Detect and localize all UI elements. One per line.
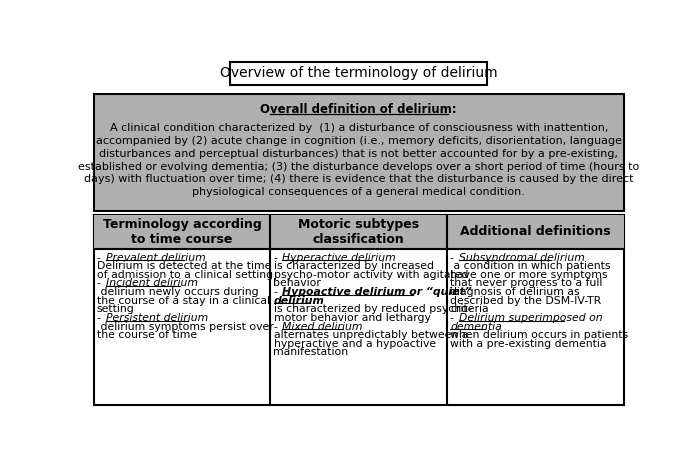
Text: manifestation: manifestation xyxy=(274,347,349,358)
Bar xyxy=(230,61,487,85)
Text: -: - xyxy=(97,313,104,323)
Text: motor behavior and lethargy: motor behavior and lethargy xyxy=(274,313,430,323)
Text: -: - xyxy=(274,322,281,332)
Text: -: - xyxy=(97,279,104,288)
Text: delirium newly occurs during: delirium newly occurs during xyxy=(97,287,258,297)
Bar xyxy=(94,215,270,249)
Text: is characterized by increased: is characterized by increased xyxy=(274,261,433,271)
Text: -: - xyxy=(450,253,458,262)
Text: diagnosis of delirium as: diagnosis of delirium as xyxy=(450,287,580,297)
Bar xyxy=(94,94,624,211)
Text: psycho-motor activity with agitated: psycho-motor activity with agitated xyxy=(274,270,468,280)
Text: of admission to a clinical setting: of admission to a clinical setting xyxy=(97,270,273,280)
Text: -: - xyxy=(97,253,104,262)
Text: when delirium occurs in patients: when delirium occurs in patients xyxy=(450,330,629,340)
Bar xyxy=(270,215,447,249)
Bar xyxy=(94,215,624,405)
Text: Terminology according
to time course: Terminology according to time course xyxy=(103,218,261,246)
Text: is characterized by reduced psycho-: is characterized by reduced psycho- xyxy=(274,304,472,314)
Text: dementia: dementia xyxy=(450,322,502,332)
Text: Persistent delirium: Persistent delirium xyxy=(106,313,208,323)
Text: criteria: criteria xyxy=(450,304,489,314)
Text: A clinical condition characterized by  (1) a disturbance of consciousness with i: A clinical condition characterized by (1… xyxy=(78,123,639,197)
Text: alternates unpredictably between a: alternates unpredictably between a xyxy=(274,330,468,340)
Text: Incident delirium: Incident delirium xyxy=(106,279,197,288)
Text: Motoric subtypes
classification: Motoric subtypes classification xyxy=(298,218,419,246)
Text: delirium: delirium xyxy=(274,296,324,306)
Text: have one or more symptoms: have one or more symptoms xyxy=(450,270,608,280)
Text: hyperactive and a hypoactive: hyperactive and a hypoactive xyxy=(274,339,435,349)
Text: Hypoactive delirium or “quiet”: Hypoactive delirium or “quiet” xyxy=(282,287,472,297)
Text: the course of a stay in a clinical: the course of a stay in a clinical xyxy=(97,296,270,306)
Text: a condition in which patients: a condition in which patients xyxy=(450,261,610,271)
Text: Overall definition of delirium:: Overall definition of delirium: xyxy=(260,103,457,116)
Text: Prevalent delirium: Prevalent delirium xyxy=(106,253,205,262)
Text: described by the DSM-IV-TR: described by the DSM-IV-TR xyxy=(450,296,601,306)
Text: behavior: behavior xyxy=(274,279,321,288)
Text: -: - xyxy=(274,253,281,262)
Text: Hyperactive delirium: Hyperactive delirium xyxy=(282,253,396,262)
Text: Mixed delirium: Mixed delirium xyxy=(282,322,363,332)
Text: Overview of the terminology of delirium: Overview of the terminology of delirium xyxy=(220,66,498,80)
Text: setting: setting xyxy=(97,304,134,314)
Text: Delirium superimposed on: Delirium superimposed on xyxy=(459,313,603,323)
Text: Subsyndromal delirium: Subsyndromal delirium xyxy=(459,253,584,262)
Text: with a pre-existing dementia: with a pre-existing dementia xyxy=(450,339,607,349)
Text: that never progress to a full: that never progress to a full xyxy=(450,279,603,288)
Bar xyxy=(447,215,624,249)
Text: -: - xyxy=(450,313,458,323)
Text: -: - xyxy=(274,287,281,297)
Text: Delirium is detected at the time: Delirium is detected at the time xyxy=(97,261,271,271)
Text: Additional definitions: Additional definitions xyxy=(460,225,611,238)
Text: delirium symptoms persist over: delirium symptoms persist over xyxy=(97,322,274,332)
Text: the course of time: the course of time xyxy=(97,330,197,340)
